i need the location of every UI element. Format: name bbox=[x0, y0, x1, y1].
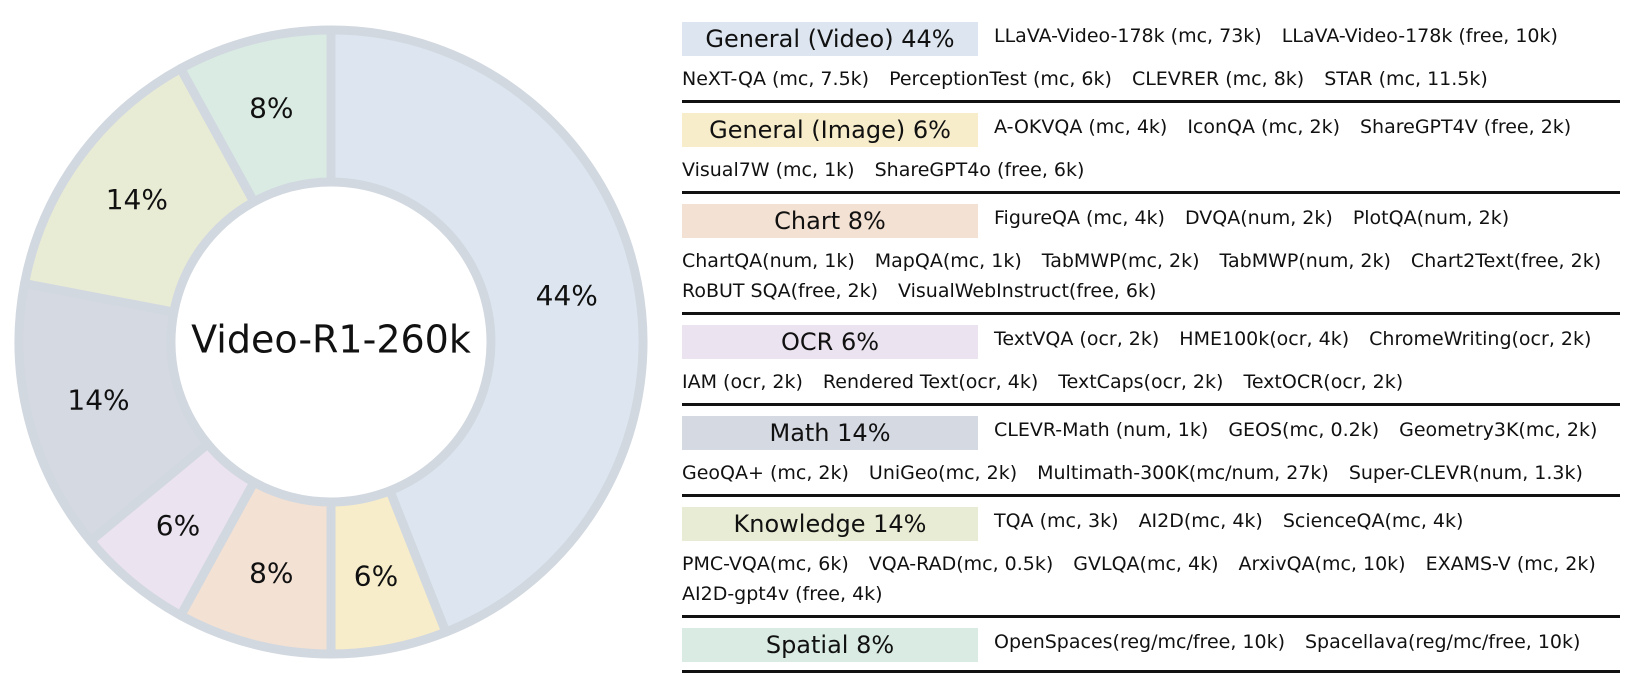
dataset-item: PlotQA(num, 2k) bbox=[1352, 207, 1510, 229]
dataset-item: VQA-RAD(mc, 0.5k) bbox=[868, 553, 1054, 575]
dataset-item: GVLQA(mc, 4k) bbox=[1073, 553, 1219, 575]
dataset-item: TextVQA (ocr, 2k) bbox=[994, 328, 1160, 350]
legend-group-title: Math 14% bbox=[682, 416, 978, 450]
dataset-item: GeoQA+ (mc, 2k) bbox=[682, 462, 849, 484]
dataset-item: HME100k(ocr, 4k) bbox=[1179, 328, 1350, 350]
dataset-item: Geometry3K(mc, 2k) bbox=[1399, 419, 1598, 441]
dataset-item: ShareGPT4V (free, 2k) bbox=[1360, 116, 1572, 138]
dataset-line: GeoQA+ (mc, 2k) UniGeo(mc, 2k) Multimath-3… bbox=[682, 462, 1603, 484]
dataset-item: TabMWP(mc, 2k) bbox=[1041, 250, 1200, 272]
dataset-item: Super-CLEVR(num, 1.3k) bbox=[1348, 462, 1583, 484]
slice-percent-label: 8% bbox=[249, 556, 293, 589]
dataset-line: TextVQA (ocr, 2k) HME100k(ocr, 4k) ChromeW… bbox=[994, 328, 1611, 350]
dataset-item: RoBUT SQA(free, 2k) bbox=[682, 280, 879, 302]
dataset-item: STAR (mc, 11.5k) bbox=[1324, 68, 1488, 90]
dataset-line: IAM (ocr, 2k) Rendered Text(ocr, 4k) TextC… bbox=[682, 371, 1423, 393]
dataset-item: AI2D(mc, 4k) bbox=[1138, 510, 1263, 532]
group-divider bbox=[682, 191, 1620, 194]
dataset-item: TextOCR(ocr, 2k) bbox=[1243, 371, 1404, 393]
legend-group-title: Chart 8% bbox=[682, 204, 978, 238]
group-divider bbox=[682, 403, 1620, 406]
legend-group-title: General (Video) 44% bbox=[682, 22, 978, 56]
legend-group-title: OCR 6% bbox=[682, 325, 978, 359]
slice-percent-label: 14% bbox=[106, 183, 168, 216]
slice-percent-label: 14% bbox=[67, 384, 129, 417]
dataset-line: TQA (mc, 3k) AI2D(mc, 4k) ScienceQA(mc, 4k… bbox=[994, 510, 1483, 532]
slice-percent-label: 8% bbox=[249, 92, 293, 125]
dataset-line: FigureQA (mc, 4k) DVQA(num, 2k) PlotQA(num… bbox=[994, 207, 1529, 229]
dataset-line: RoBUT SQA(free, 2k) VisualWebInstruct(fre… bbox=[682, 280, 1176, 302]
dataset-item: LLaVA-Video-178k (mc, 73k) bbox=[994, 25, 1262, 47]
dataset-item: DVQA(num, 2k) bbox=[1184, 207, 1333, 229]
dataset-item: ShareGPT4o (free, 6k) bbox=[874, 159, 1085, 181]
group-divider bbox=[682, 670, 1620, 673]
dataset-item: Rendered Text(ocr, 4k) bbox=[822, 371, 1039, 393]
dataset-item: IAM (ocr, 2k) bbox=[682, 371, 803, 393]
dataset-item: PerceptionTest (mc, 6k) bbox=[889, 68, 1112, 90]
dataset-item: ScienceQA(mc, 4k) bbox=[1282, 510, 1464, 532]
dataset-line: AI2D-gpt4v (free, 4k) bbox=[682, 583, 903, 605]
group-divider bbox=[682, 615, 1620, 618]
donut-slice-math bbox=[14, 279, 213, 546]
donut-slice-labels: 44% 6% 8% 6% 14% 14% 8% bbox=[67, 92, 597, 593]
group-divider bbox=[682, 100, 1620, 103]
donut-slice-knowledge bbox=[20, 64, 259, 317]
legend-group-title: General (Image) 6% bbox=[682, 113, 978, 147]
dataset-item: CLEVR-Math (num, 1k) bbox=[994, 419, 1209, 441]
dataset-line: ChartQA(num, 1k) MapQA(mc, 1k) TabMWP(mc, … bbox=[682, 250, 1621, 272]
dataset-item: NeXT-QA (mc, 7.5k) bbox=[682, 68, 870, 90]
dataset-item: TabMWP(num, 2k) bbox=[1219, 250, 1391, 272]
dataset-item: Multimath-300K(mc/num, 27k) bbox=[1037, 462, 1329, 484]
dataset-line: CLEVR-Math (num, 1k) GEOS(mc, 0.2k) Geomet… bbox=[994, 419, 1617, 441]
dataset-line: Visual7W (mc, 1k) ShareGPT4o (free, 6k) bbox=[682, 159, 1104, 181]
dataset-item: Spacellava(reg/mc/free, 10k) bbox=[1305, 631, 1581, 653]
dataset-item: ChartQA(num, 1k) bbox=[682, 250, 855, 272]
donut-slice-spatial bbox=[176, 25, 336, 207]
group-divider bbox=[682, 494, 1620, 497]
dataset-item: LLaVA-Video-178k (free, 10k) bbox=[1281, 25, 1558, 47]
dataset-line: NeXT-QA (mc, 7.5k) PerceptionTest (mc, 6k… bbox=[682, 68, 1508, 90]
dataset-item: IconQA (mc, 2k) bbox=[1187, 116, 1340, 138]
dataset-item: TextCaps(ocr, 2k) bbox=[1058, 371, 1224, 393]
dataset-item: PMC-VQA(mc, 6k) bbox=[682, 553, 849, 575]
dataset-item: EXAMS-V (mc, 2k) bbox=[1425, 553, 1596, 575]
dataset-item: A-OKVQA (mc, 4k) bbox=[994, 116, 1168, 138]
dataset-item: Chart2Text(free, 2k) bbox=[1410, 250, 1602, 272]
group-divider bbox=[682, 312, 1620, 315]
dataset-item: ArxivQA(mc, 10k) bbox=[1238, 553, 1406, 575]
dataset-item: UniGeo(mc, 2k) bbox=[868, 462, 1018, 484]
dataset-line: A-OKVQA (mc, 4k) IconQA (mc, 2k) ShareGPT4… bbox=[994, 116, 1591, 138]
donut-chart: 44% 6% 8% 6% 14% 14% 8% Video-R1-260k bbox=[14, 25, 648, 659]
donut-slice-general-video bbox=[326, 25, 648, 637]
donut-slices bbox=[14, 25, 648, 659]
dataset-line: LLaVA-Video-178k (mc, 73k) LLaVA-Video-17… bbox=[994, 25, 1578, 47]
dataset-item: FigureQA (mc, 4k) bbox=[994, 207, 1165, 229]
dataset-item: MapQA(mc, 1k) bbox=[874, 250, 1022, 272]
slice-percent-label: 44% bbox=[536, 279, 598, 312]
dataset-item: CLEVRER (mc, 8k) bbox=[1131, 68, 1305, 90]
slice-percent-label: 6% bbox=[156, 509, 200, 542]
dataset-item: ChromeWriting(ocr, 2k) bbox=[1369, 328, 1592, 350]
dataset-item: TQA (mc, 3k) bbox=[994, 510, 1119, 532]
legend-group-title: Spatial 8% bbox=[682, 628, 978, 662]
dataset-item: Visual7W (mc, 1k) bbox=[682, 159, 855, 181]
dataset-item: AI2D-gpt4v (free, 4k) bbox=[682, 583, 883, 605]
dataset-item: GEOS(mc, 0.2k) bbox=[1228, 419, 1380, 441]
dataset-item: VisualWebInstruct(free, 6k) bbox=[898, 280, 1157, 302]
legend-group-title: Knowledge 14% bbox=[682, 507, 978, 541]
donut-center-label: Video-R1-260k bbox=[191, 318, 471, 362]
slice-percent-label: 6% bbox=[354, 560, 398, 593]
dataset-line: PMC-VQA(mc, 6k) VQA-RAD(mc, 0.5k) GVLQA(mc… bbox=[682, 553, 1616, 575]
dataset-line: OpenSpaces(reg/mc/free, 10k) Spacellava(r… bbox=[994, 631, 1600, 653]
dataset-item: OpenSpaces(reg/mc/free, 10k) bbox=[994, 631, 1285, 653]
